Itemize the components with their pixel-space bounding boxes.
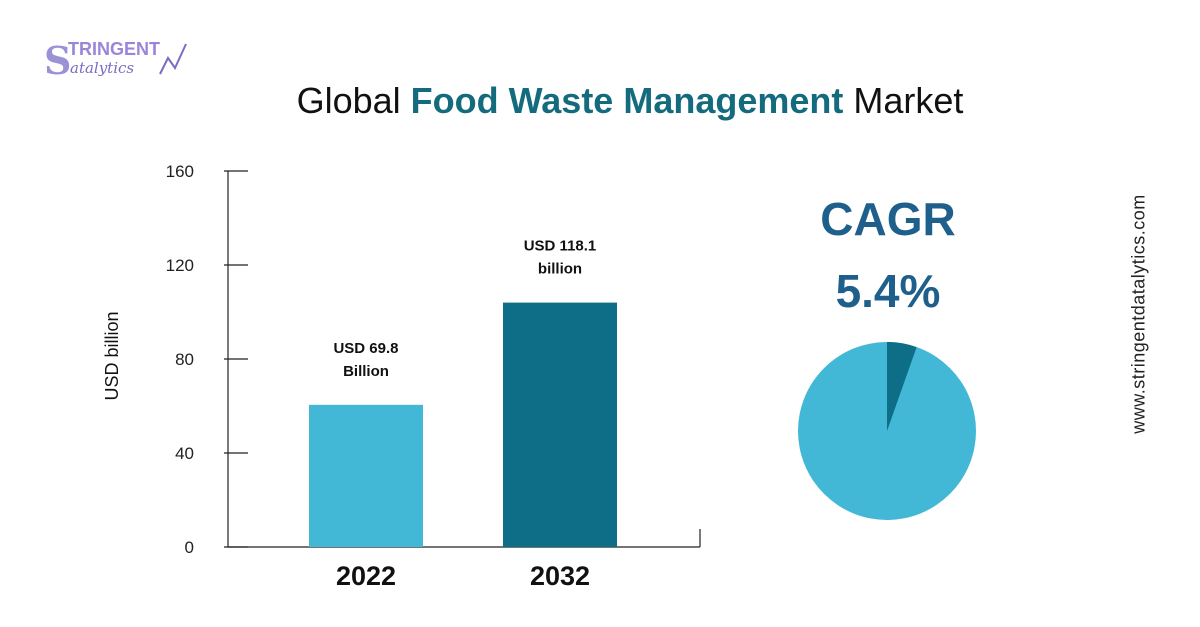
pie-cagr-slice — [887, 342, 917, 431]
brand-logo: S TRINGENT atalytics — [44, 38, 187, 83]
cagr-pie-chart — [798, 342, 976, 520]
data-labels: USD 69.8 Billion USD 118.1 billion — [333, 238, 596, 380]
logo-line1: TRINGENT — [68, 39, 160, 59]
data-label: billion — [538, 261, 582, 278]
x-categories: 2022 2032 — [336, 561, 590, 591]
bar-2022 — [309, 404, 423, 547]
y-tick-label: 0 — [185, 538, 194, 557]
y-tick-label: 80 — [175, 350, 194, 369]
cagr-value: 5.4% — [835, 265, 941, 317]
y-tick-label: 40 — [175, 444, 194, 463]
logo-trend-icon — [159, 43, 187, 75]
cagr-label: CAGR — [820, 193, 956, 245]
website-url: www.stringentdatalytics.com — [1128, 194, 1149, 434]
y-ticks: 0 40 80 120 160 — [166, 162, 248, 557]
page-title: Global Food Waste Management Market — [0, 80, 1200, 122]
chart-axes — [227, 171, 701, 548]
title-prefix: Global — [296, 80, 411, 121]
logo-initial: S — [44, 38, 71, 83]
data-label: USD 69.8 — [333, 340, 398, 357]
y-tick-label: 160 — [166, 162, 194, 181]
title-suffix: Market — [843, 80, 964, 121]
data-label: Billion — [343, 363, 389, 380]
bars — [309, 302, 617, 547]
title-highlight: Food Waste Management — [410, 80, 844, 121]
y-tick-label: 120 — [166, 256, 194, 275]
data-label: USD 118.1 — [524, 238, 597, 255]
x-category-label: 2032 — [530, 561, 590, 591]
y-axis-label: USD billion — [102, 311, 122, 400]
logo-line2: atalytics — [70, 59, 134, 77]
bar-2032 — [503, 302, 617, 547]
x-category-label: 2022 — [336, 561, 396, 591]
